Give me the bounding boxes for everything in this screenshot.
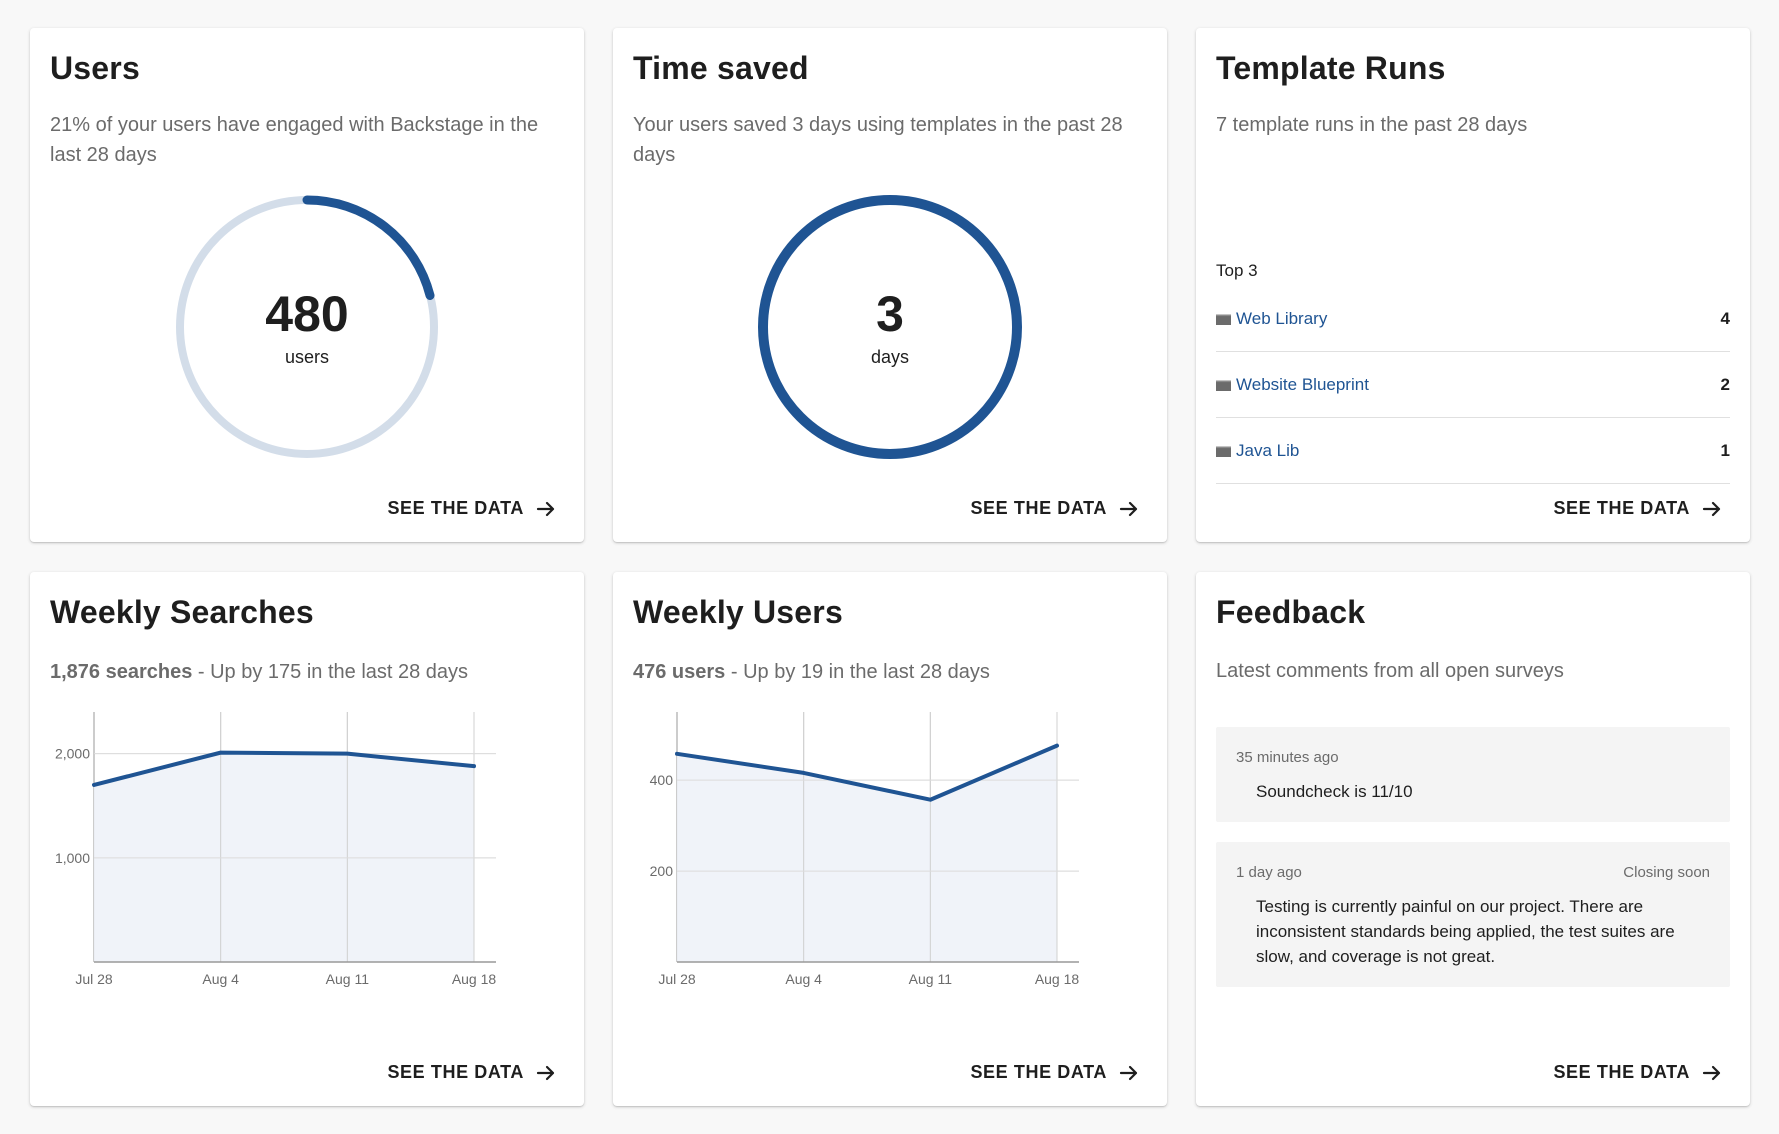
template-icon	[1216, 380, 1231, 391]
series-area	[94, 752, 474, 962]
card-title: Users	[50, 50, 140, 86]
see-the-data-button[interactable]: SEE THE DATA	[970, 498, 1139, 519]
template-link[interactable]: Website Blueprint	[1236, 374, 1369, 394]
card-title: Weekly Searches	[50, 594, 314, 630]
template-icon	[1216, 446, 1231, 457]
arrow-right-icon	[1119, 501, 1138, 516]
template-runs-card: Template Runs 7 template runs in the pas…	[1196, 28, 1750, 542]
card-title: Weekly Users	[633, 594, 843, 630]
see-the-data-label: SEE THE DATA	[387, 1062, 524, 1082]
see-the-data-button[interactable]: SEE THE DATA	[1553, 498, 1722, 519]
time-ring-svg	[758, 195, 1022, 459]
see-the-data-button[interactable]: SEE THE DATA	[970, 1062, 1139, 1083]
weekly-users-total: 476 users	[633, 661, 726, 683]
weekly-searches-card: Weekly Searches 1,876 searches - Up by 1…	[30, 572, 584, 1106]
card-title: Feedback	[1216, 594, 1366, 630]
x-tick-label: Jul 28	[658, 971, 696, 987]
template-icon	[1216, 314, 1231, 325]
users-ring-svg	[175, 195, 439, 459]
see-the-data-button[interactable]: SEE THE DATA	[1553, 1062, 1722, 1083]
time-saved-value: 3	[876, 285, 904, 342]
see-the-data-button[interactable]: SEE THE DATA	[387, 1062, 556, 1083]
time-saved-card: Time saved Your users saved 3 days using…	[613, 28, 1167, 542]
template-list: Web Library 4 Website Blueprint 2 Java L…	[1216, 286, 1730, 484]
y-tick-label: 400	[650, 772, 674, 788]
series-line	[92, 750, 476, 787]
template-run-count: 4	[1720, 308, 1730, 328]
series-line	[675, 743, 1059, 802]
see-the-data-label: SEE THE DATA	[387, 498, 524, 518]
card-subtitle: Your users saved 3 days using templates …	[633, 114, 1123, 166]
top-list-label: Top 3	[1216, 261, 1258, 280]
card-subtitle: 7 template runs in the past 28 days	[1216, 114, 1528, 136]
arrow-right-icon	[536, 501, 555, 516]
x-tick-label: Aug 4	[202, 971, 239, 987]
weekly-users-card: Weekly Users 476 users - Up by 19 in the…	[613, 572, 1167, 1106]
arrow-right-icon	[1119, 1065, 1138, 1080]
feedback-card: Feedback Latest comments from all open s…	[1196, 572, 1750, 1106]
users-count-value: 480	[265, 285, 349, 342]
x-tick-label: Jul 28	[75, 971, 113, 987]
weekly-users-change: - Up by 19 in the last 28 days	[725, 661, 990, 683]
y-tick-label: 2,000	[55, 746, 90, 762]
card-title: Time saved	[633, 50, 809, 86]
users-progress-ring: 480 users	[172, 192, 442, 462]
time-saved-progress-ring: 3 days	[755, 192, 1025, 462]
list-item: Java Lib 1	[1216, 418, 1730, 484]
card-title: Template Runs	[1216, 50, 1446, 86]
x-tick-label: Aug 18	[1035, 971, 1080, 987]
template-run-count: 2	[1720, 374, 1730, 394]
x-tick-label: Aug 18	[452, 971, 497, 987]
weekly-searches-chart: 1,000 2,000 Jul 28 Aug 4 Aug 11 Aug 18	[55, 712, 497, 987]
see-the-data-label: SEE THE DATA	[1553, 1062, 1690, 1082]
arrow-right-icon	[536, 1065, 555, 1080]
status-badge: Closing soon	[1623, 864, 1710, 881]
ring-progress-arc	[175, 195, 439, 459]
card-subtitle: 476 users - Up by 19 in the last 28 days	[633, 657, 1153, 687]
card-subtitle: 21% of your users have engaged with Back…	[50, 114, 539, 166]
arrow-right-icon	[1702, 501, 1721, 516]
template-link[interactable]: Java Lib	[1236, 440, 1300, 460]
series-area	[677, 745, 1057, 962]
time-saved-unit: days	[870, 346, 910, 367]
ring-progress-arc	[758, 195, 1022, 459]
comment-timestamp: 35 minutes ago	[1236, 749, 1339, 766]
users-count-unit: users	[284, 346, 329, 367]
y-tick-label: 200	[650, 863, 674, 879]
feedback-comment: 35 minutes ago Soundcheck is 11/10	[1216, 727, 1730, 822]
x-tick-label: Aug 4	[785, 971, 822, 987]
x-tick-label: Aug 11	[909, 971, 953, 987]
comment-text: Soundcheck is 11/10	[1256, 782, 1413, 801]
see-the-data-label: SEE THE DATA	[1553, 498, 1690, 518]
comment-timestamp: 1 day ago	[1236, 864, 1302, 881]
x-tick-label: Aug 11	[326, 971, 370, 987]
see-the-data-label: SEE THE DATA	[970, 1062, 1107, 1082]
searches-change: - Up by 175 in the last 28 days	[192, 661, 469, 683]
list-item: Web Library 4	[1216, 286, 1730, 352]
card-subtitle: Latest comments from all open surveys	[1216, 660, 1564, 682]
comment-text: Testing is currently painful on our proj…	[1256, 897, 1675, 966]
y-tick-label: 1,000	[55, 850, 90, 866]
template-run-count: 1	[1720, 440, 1730, 460]
searches-total: 1,876 searches	[50, 661, 193, 683]
users-card: Users 21% of your users have engaged wit…	[30, 28, 584, 542]
see-the-data-label: SEE THE DATA	[970, 498, 1107, 518]
weekly-users-chart: 200 400 Jul 28 Aug 4 Aug 11 Aug 18	[650, 712, 1080, 987]
template-link[interactable]: Web Library	[1236, 308, 1328, 328]
see-the-data-button[interactable]: SEE THE DATA	[387, 498, 556, 519]
list-item: Website Blueprint 2	[1216, 352, 1730, 418]
feedback-comment: 1 day ago Closing soon Testing is curren…	[1216, 842, 1730, 987]
arrow-right-icon	[1702, 1065, 1721, 1080]
card-subtitle: 1,876 searches - Up by 175 in the last 2…	[50, 657, 570, 687]
